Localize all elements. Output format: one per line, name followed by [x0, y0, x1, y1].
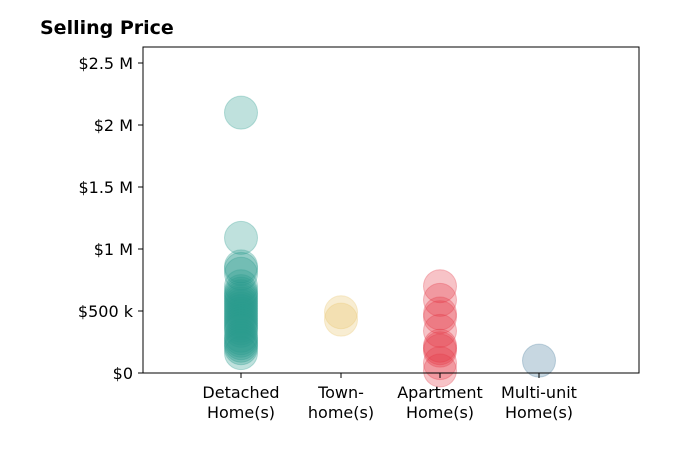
x-tick-label: Home(s): [505, 403, 573, 422]
data-point: [224, 321, 258, 356]
data-point: [224, 313, 258, 348]
data-point: [423, 331, 457, 366]
data-point: [423, 328, 457, 363]
data-point: [224, 286, 258, 321]
data-point: [224, 328, 258, 363]
y-tick-label: $2.5 M: [78, 54, 133, 73]
x-tick-label: Apartment: [397, 383, 483, 402]
data-point: [224, 276, 258, 311]
data-point: [423, 333, 457, 368]
data-point: [224, 274, 258, 309]
data-point: [224, 318, 258, 353]
data-point: [224, 296, 258, 331]
data-point: [224, 249, 258, 284]
data-point: [224, 308, 258, 343]
data-point: [423, 300, 457, 335]
data-point: [224, 301, 258, 336]
plot-frame: [142, 46, 640, 374]
data-point: [224, 291, 258, 326]
data-point: [224, 331, 258, 366]
data-point: [224, 306, 258, 341]
points-layer: [224, 95, 556, 388]
data-point: [224, 323, 258, 358]
data-point: [423, 313, 457, 348]
x-axis: DetachedHome(s)Town-home(s)ApartmentHome…: [202, 373, 577, 422]
chart-title: Selling Price: [40, 17, 174, 39]
data-point: [224, 284, 258, 319]
x-tick-label: Detached: [202, 383, 279, 402]
data-point: [423, 269, 457, 304]
data-point: [423, 353, 457, 388]
data-point: [224, 298, 258, 333]
y-tick-label: $2 M: [94, 116, 133, 135]
x-tick-label: home(s): [308, 403, 374, 422]
data-point: [224, 289, 258, 324]
data-point: [224, 326, 258, 361]
data-point: [224, 279, 258, 314]
data-point: [324, 295, 358, 330]
data-point: [423, 296, 457, 331]
x-tick-label: Town-: [317, 383, 364, 402]
data-point: [224, 294, 258, 328]
data-point: [224, 303, 258, 338]
x-tick-label: Home(s): [406, 403, 474, 422]
data-point: [224, 95, 258, 130]
data-point: [423, 346, 457, 381]
y-tick-label: $0: [113, 364, 133, 383]
y-axis: $0 $500 k $1 M $1.5 M $2 M $2.5 M: [78, 54, 143, 383]
y-tick-label: $1 M: [94, 240, 133, 259]
x-tick-label: Multi-unit: [501, 383, 577, 402]
data-point: [522, 343, 556, 378]
y-tick-label: $1.5 M: [78, 178, 133, 197]
data-point: [423, 282, 457, 317]
x-tick-label: Home(s): [207, 403, 275, 422]
data-point: [224, 269, 258, 304]
data-point: [224, 311, 258, 346]
data-point: [224, 256, 258, 291]
y-tick-label: $500 k: [78, 302, 134, 321]
data-point: [224, 251, 258, 286]
data-point: [224, 220, 258, 255]
data-point: [224, 281, 258, 316]
data-point: [224, 336, 258, 371]
data-point: [324, 302, 358, 337]
